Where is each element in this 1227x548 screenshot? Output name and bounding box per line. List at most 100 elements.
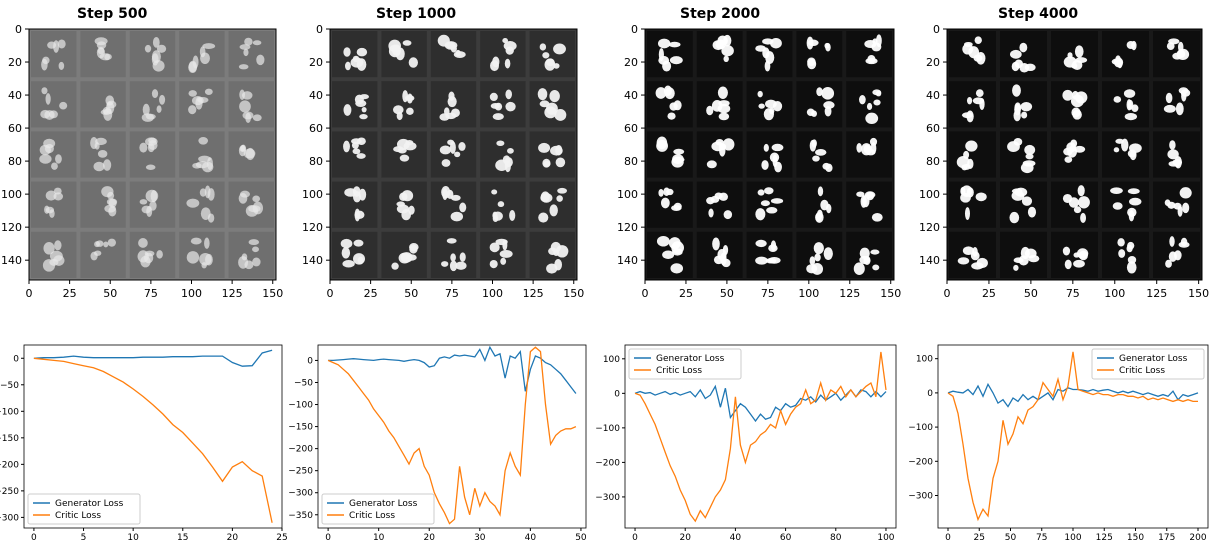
digit-stroke: [350, 57, 364, 68]
digit-stroke: [723, 55, 729, 63]
y-tick-label: 100: [603, 355, 620, 365]
y-tick-label: −50: [294, 378, 313, 388]
digit-stroke: [706, 105, 714, 116]
y-tick-label: 0: [13, 354, 19, 364]
digit-stroke: [448, 91, 455, 101]
generated-digit: [755, 38, 782, 72]
y-tick-label: −150: [288, 423, 313, 433]
digit-stroke: [93, 161, 105, 172]
digit-stroke: [712, 237, 720, 251]
x-tick-label: 150: [262, 287, 283, 300]
x-tick-label: 50: [404, 287, 418, 300]
sample-cell: [480, 31, 526, 78]
digit-stroke: [455, 261, 467, 270]
x-tick-label: 0: [632, 533, 638, 543]
y-tick-label: 60: [624, 122, 638, 135]
sample-cell: [381, 131, 427, 178]
digit-stroke: [1176, 48, 1190, 60]
sample-grid-4: [943, 28, 1203, 284]
loss-chart-1: [21, 344, 283, 531]
sample-cell: [696, 181, 743, 228]
digit-stroke: [962, 246, 975, 256]
digit-stroke: [766, 207, 778, 214]
x-tick-label: 0: [642, 287, 649, 300]
digit-stroke: [1014, 59, 1024, 69]
digit-stroke: [244, 260, 254, 270]
y-tick-label: 120: [1, 221, 22, 234]
digit-stroke: [1063, 56, 1077, 68]
digit-stroke: [554, 109, 567, 121]
digit-stroke: [1019, 42, 1028, 53]
sample-cell: [746, 131, 793, 178]
digit-stroke: [1174, 250, 1182, 261]
digit-stroke: [490, 60, 499, 72]
digit-stroke: [1075, 91, 1088, 104]
generator-loss-line: [634, 384, 887, 423]
digit-stroke: [1073, 259, 1085, 268]
generated-digit: [657, 38, 683, 72]
digit-stroke: [823, 101, 835, 109]
digit-stroke: [242, 111, 254, 120]
generator-loss-line: [328, 345, 577, 394]
digit-stroke: [195, 96, 203, 110]
sample-cell: [846, 31, 892, 78]
x-tick-label: 10: [373, 533, 385, 543]
digit-stroke: [359, 113, 368, 120]
legend: [321, 493, 435, 525]
digit-stroke: [1129, 197, 1142, 206]
digit-stroke: [59, 101, 68, 110]
generated-digit: [957, 246, 988, 270]
digit-stroke: [765, 51, 775, 65]
critic-loss-line: [947, 351, 1198, 522]
digit-stroke: [1182, 202, 1190, 214]
digit-stroke: [820, 199, 829, 211]
generated-digit: [40, 87, 68, 120]
generated-digit: [439, 91, 460, 121]
digit-stroke: [1167, 201, 1176, 209]
digit-stroke: [41, 58, 48, 71]
digit-stroke: [1173, 202, 1182, 210]
digit-stroke: [821, 87, 835, 100]
y-tick-label: 100: [919, 188, 940, 201]
digit-stroke: [974, 36, 982, 45]
digit-stroke: [252, 114, 262, 122]
x-tick-label: 125: [523, 287, 544, 300]
digit-stroke: [708, 208, 714, 218]
generated-digit: [806, 36, 831, 70]
digit-stroke: [1071, 107, 1081, 118]
generated-digit: [856, 137, 878, 156]
generated-digit: [757, 90, 783, 121]
digit-stroke: [1064, 259, 1072, 270]
digit-stroke: [138, 238, 148, 248]
digit-stroke: [1068, 197, 1079, 208]
digit-stroke: [353, 239, 364, 247]
digit-stroke: [1024, 248, 1037, 259]
digit-stroke: [539, 100, 550, 108]
grid-frame: [329, 28, 578, 281]
digit-stroke: [875, 90, 882, 97]
x-tick-label: 50: [575, 533, 587, 543]
y-tick-label: −300: [908, 492, 933, 502]
digit-stroke: [870, 142, 877, 155]
digit-stroke: [973, 54, 983, 62]
digit-stroke: [860, 195, 867, 208]
y-tick-label: 60: [309, 122, 323, 135]
digit-stroke: [1110, 187, 1123, 194]
digit-stroke: [666, 188, 674, 196]
generated-digit: [139, 137, 158, 170]
digit-stroke: [546, 263, 558, 274]
y-tick-label: 40: [926, 89, 940, 102]
x-tick-label: 80: [830, 533, 842, 543]
sample-cell: [80, 231, 126, 278]
digit-stroke: [1114, 57, 1124, 68]
digit-stroke: [866, 102, 873, 111]
digit-stroke: [207, 188, 215, 201]
grid-title-step-4000: Step 4000: [998, 6, 1079, 22]
digit-stroke: [1169, 236, 1175, 247]
generated-digit: [188, 88, 213, 115]
digit-stroke: [455, 49, 461, 57]
x-tick-label: 20: [424, 533, 436, 543]
generated-digit: [489, 238, 513, 269]
digit-stroke: [243, 48, 249, 57]
digit-stroke: [252, 257, 261, 267]
